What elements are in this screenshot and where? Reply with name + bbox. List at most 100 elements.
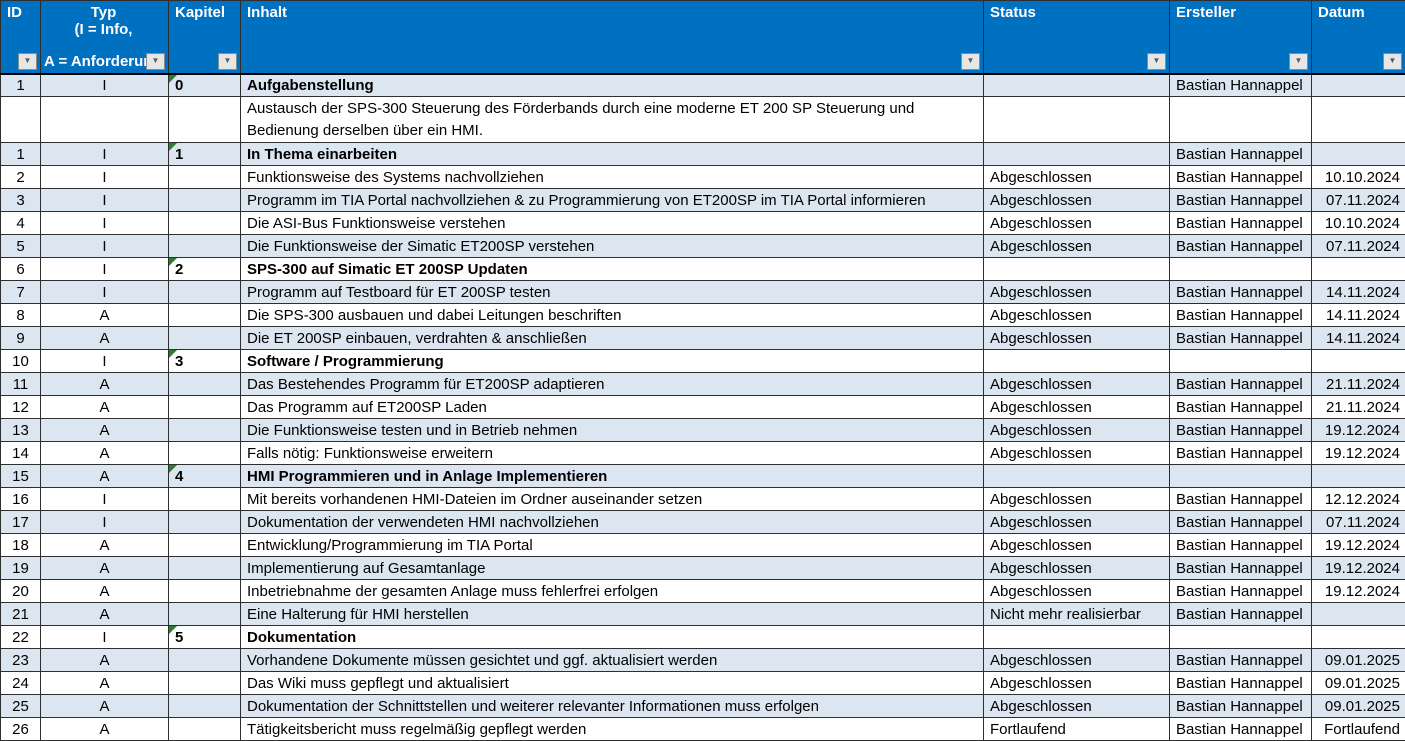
cell-datum[interactable]: Fortlaufend: [1312, 718, 1405, 741]
cell-datum[interactable]: 07.11.2024: [1312, 511, 1405, 534]
cell-id[interactable]: 17: [1, 511, 41, 534]
cell-inhalt[interactable]: Die Funktionsweise testen und in Betrieb…: [241, 419, 984, 442]
cell-kapitel[interactable]: [169, 557, 241, 580]
cell-id[interactable]: 3: [1, 189, 41, 212]
cell-ersteller[interactable]: Bastian Hannappel: [1170, 511, 1312, 534]
cell-typ[interactable]: I: [41, 350, 169, 373]
cell-kapitel[interactable]: 3: [169, 350, 241, 373]
cell-typ[interactable]: A: [41, 396, 169, 419]
cell-id[interactable]: 16: [1, 488, 41, 511]
cell-inhalt[interactable]: Die ET 200SP einbauen, verdrahten & ansc…: [241, 327, 984, 350]
cell-kapitel[interactable]: [169, 649, 241, 672]
cell-id[interactable]: 14: [1, 442, 41, 465]
cell-kapitel[interactable]: [169, 327, 241, 350]
cell-kapitel[interactable]: [169, 281, 241, 304]
cell-status[interactable]: [984, 97, 1170, 143]
cell-id[interactable]: 24: [1, 672, 41, 695]
cell-status[interactable]: Abgeschlossen: [984, 511, 1170, 534]
cell-typ[interactable]: A: [41, 603, 169, 626]
cell-id[interactable]: 22: [1, 626, 41, 649]
cell-typ[interactable]: I: [41, 258, 169, 281]
cell-kapitel[interactable]: 4: [169, 465, 241, 488]
cell-id[interactable]: 15: [1, 465, 41, 488]
cell-inhalt[interactable]: Funktionsweise des Systems nachvollziehe…: [241, 166, 984, 189]
cell-datum[interactable]: 14.11.2024: [1312, 327, 1405, 350]
cell-ersteller[interactable]: Bastian Hannappel: [1170, 534, 1312, 557]
cell-id[interactable]: 10: [1, 350, 41, 373]
cell-inhalt[interactable]: Das Wiki muss gepflegt und aktualisiert: [241, 672, 984, 695]
cell-status[interactable]: Abgeschlossen: [984, 373, 1170, 396]
cell-id[interactable]: 19: [1, 557, 41, 580]
cell-typ[interactable]: A: [41, 672, 169, 695]
cell-status[interactable]: [984, 626, 1170, 649]
cell-kapitel[interactable]: 1: [169, 143, 241, 166]
cell-datum[interactable]: [1312, 97, 1405, 143]
cell-kapitel[interactable]: [169, 396, 241, 419]
cell-id[interactable]: 4: [1, 212, 41, 235]
cell-status[interactable]: Abgeschlossen: [984, 396, 1170, 419]
cell-id[interactable]: 8: [1, 304, 41, 327]
filter-dropdown-datum[interactable]: ▼: [1383, 53, 1402, 70]
cell-typ[interactable]: A: [41, 304, 169, 327]
cell-inhalt[interactable]: Austausch der SPS-300 Steuerung des Förd…: [241, 97, 984, 143]
cell-ersteller[interactable]: Bastian Hannappel: [1170, 419, 1312, 442]
cell-typ[interactable]: I: [41, 281, 169, 304]
cell-ersteller[interactable]: Bastian Hannappel: [1170, 695, 1312, 718]
cell-id[interactable]: 6: [1, 258, 41, 281]
cell-kapitel[interactable]: [169, 419, 241, 442]
cell-typ[interactable]: A: [41, 649, 169, 672]
cell-id[interactable]: 13: [1, 419, 41, 442]
cell-ersteller[interactable]: Bastian Hannappel: [1170, 396, 1312, 419]
cell-datum[interactable]: [1312, 74, 1405, 97]
cell-typ[interactable]: I: [41, 166, 169, 189]
cell-datum[interactable]: [1312, 143, 1405, 166]
filter-dropdown-typ[interactable]: ▼: [146, 53, 165, 70]
cell-id[interactable]: 20: [1, 580, 41, 603]
cell-ersteller[interactable]: Bastian Hannappel: [1170, 235, 1312, 258]
filter-dropdown-kapitel[interactable]: ▼: [218, 53, 237, 70]
cell-datum[interactable]: 14.11.2024: [1312, 281, 1405, 304]
cell-inhalt[interactable]: Das Bestehendes Programm für ET200SP ada…: [241, 373, 984, 396]
cell-datum[interactable]: 19.12.2024: [1312, 442, 1405, 465]
cell-status[interactable]: Abgeschlossen: [984, 212, 1170, 235]
cell-id[interactable]: 12: [1, 396, 41, 419]
cell-inhalt[interactable]: Programm auf Testboard für ET 200SP test…: [241, 281, 984, 304]
filter-dropdown-inhalt[interactable]: ▼: [961, 53, 980, 70]
cell-kapitel[interactable]: [169, 488, 241, 511]
cell-inhalt[interactable]: Tätigkeitsbericht muss regelmäßig gepfle…: [241, 718, 984, 741]
cell-ersteller[interactable]: [1170, 465, 1312, 488]
cell-typ[interactable]: I: [41, 212, 169, 235]
cell-typ[interactable]: [41, 97, 169, 143]
cell-ersteller[interactable]: Bastian Hannappel: [1170, 718, 1312, 741]
cell-datum[interactable]: 07.11.2024: [1312, 189, 1405, 212]
cell-typ[interactable]: A: [41, 442, 169, 465]
cell-datum[interactable]: 19.12.2024: [1312, 580, 1405, 603]
cell-datum[interactable]: [1312, 350, 1405, 373]
cell-kapitel[interactable]: [169, 166, 241, 189]
cell-typ[interactable]: I: [41, 235, 169, 258]
cell-id[interactable]: 9: [1, 327, 41, 350]
cell-kapitel[interactable]: [169, 97, 241, 143]
cell-status[interactable]: Abgeschlossen: [984, 557, 1170, 580]
cell-datum[interactable]: 19.12.2024: [1312, 557, 1405, 580]
cell-ersteller[interactable]: Bastian Hannappel: [1170, 304, 1312, 327]
cell-ersteller[interactable]: [1170, 97, 1312, 143]
cell-typ[interactable]: I: [41, 74, 169, 97]
cell-status[interactable]: [984, 74, 1170, 97]
cell-kapitel[interactable]: [169, 304, 241, 327]
cell-id[interactable]: 11: [1, 373, 41, 396]
cell-status[interactable]: Abgeschlossen: [984, 235, 1170, 258]
cell-inhalt[interactable]: Implementierung auf Gesamtanlage: [241, 557, 984, 580]
cell-status[interactable]: Nicht mehr realisierbar: [984, 603, 1170, 626]
cell-ersteller[interactable]: Bastian Hannappel: [1170, 557, 1312, 580]
cell-inhalt[interactable]: Vorhandene Dokumente müssen gesichtet un…: [241, 649, 984, 672]
cell-inhalt[interactable]: Die ASI-Bus Funktionsweise verstehen: [241, 212, 984, 235]
cell-inhalt[interactable]: Das Programm auf ET200SP Laden: [241, 396, 984, 419]
cell-inhalt[interactable]: Inbetriebnahme der gesamten Anlage muss …: [241, 580, 984, 603]
cell-datum[interactable]: 10.10.2024: [1312, 212, 1405, 235]
cell-id[interactable]: 2: [1, 166, 41, 189]
cell-datum[interactable]: 21.11.2024: [1312, 373, 1405, 396]
cell-id[interactable]: 7: [1, 281, 41, 304]
cell-datum[interactable]: 07.11.2024: [1312, 235, 1405, 258]
cell-typ[interactable]: A: [41, 373, 169, 396]
